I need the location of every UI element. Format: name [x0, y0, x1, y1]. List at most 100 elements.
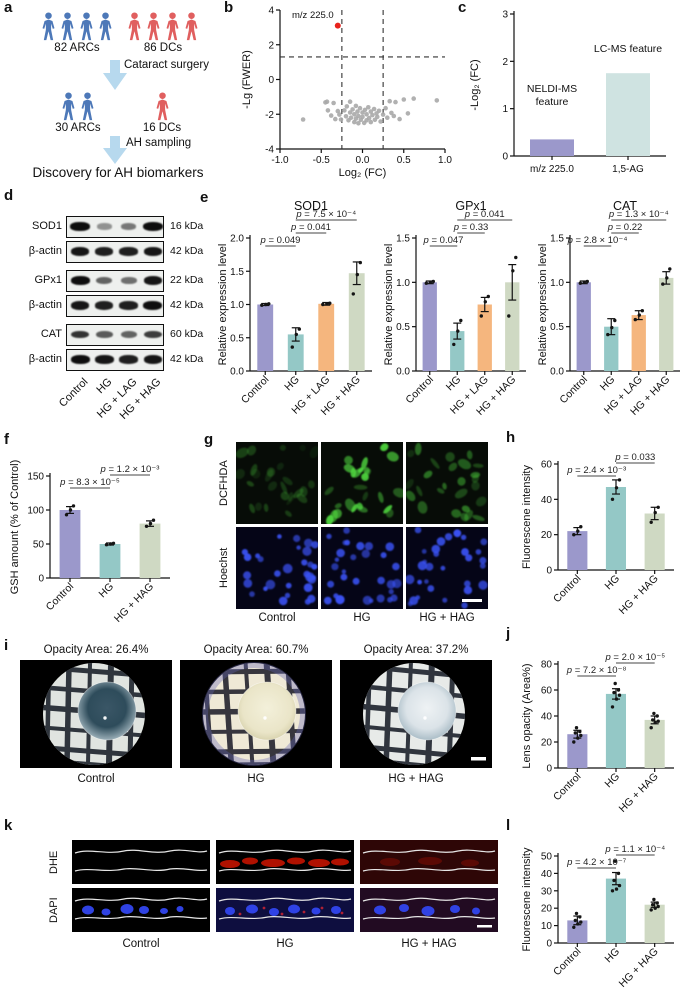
svg-text:p = 0.041: p = 0.041 [464, 209, 505, 220]
dhe-control-image [72, 840, 210, 884]
i-col-control-label: Control [77, 773, 115, 785]
blot-target-label: β-actin [28, 353, 62, 365]
volcano-plot: -4 -2 0 2 4 -1.0 -0.5 0.0 0.5 1.0 m/z 225.0 Log₂ (F… [238, 0, 453, 190]
svg-text:Relative expression level: Relative expression level [383, 244, 395, 366]
panel-f-label: f [4, 431, 9, 448]
svg-text:p = 0.033: p = 0.033 [614, 452, 655, 463]
svg-text:p = 0.047: p = 0.047 [423, 235, 464, 246]
svg-text:Control: Control [551, 771, 583, 803]
svg-text:50: 50 [33, 540, 45, 551]
blot-kda-label: 60 kDa [170, 328, 204, 340]
gpx1-bar-chart: GPx1 0.0 0.5 1.0 1.5 Control HG HG + LAG HG + HA… [380, 198, 530, 438]
svg-text:Log₂ (FC): Log₂ (FC) [339, 167, 387, 179]
gsh-bar-chart: 0 50 100 150 Control HG HG + HAG p = 8.3 × 10⁻⁵… [6, 442, 176, 647]
opacity-title-hg-hag: Opacity Area: 37.2% [363, 644, 469, 656]
dcfhda-row-label: DCFHDA [218, 460, 230, 506]
dcs-person-icons [122, 12, 204, 41]
panel-a-label: a [4, 0, 13, 16]
blot-target-label: SOD1 [32, 220, 62, 232]
svg-text:m/z 225.0: m/z 225.0 [292, 10, 334, 21]
g-col-hg-hag-label: HG + HAG [419, 612, 475, 624]
blot-target-label: β-actin [28, 245, 62, 257]
svg-text:-Log₂ (FC): -Log₂ (FC) [469, 59, 481, 110]
svg-text:GSH amount (% of Control): GSH amount (% of Control) [9, 460, 21, 595]
svg-text:0.5: 0.5 [397, 155, 411, 166]
dapi-row-label: DAPI [48, 897, 60, 923]
blot-kda-label: 42 kDa [170, 245, 204, 257]
svg-text:Control: Control [551, 946, 583, 978]
svg-text:20: 20 [541, 738, 553, 749]
svg-text:0.0: 0.0 [550, 367, 564, 378]
svg-text:0.5: 0.5 [550, 322, 564, 333]
svg-text:HG + HAG: HG + HAG [112, 581, 156, 625]
svg-text:1.0: 1.0 [230, 300, 244, 311]
blot-image [66, 295, 164, 317]
g-col-hg-label: HG [353, 612, 371, 624]
svg-text:NELDI-MS: NELDI-MS [527, 83, 577, 95]
svg-text:1.5: 1.5 [396, 234, 410, 245]
western-blots: SOD1 16 kDa β-actin 42 kDa GPx1 22 kDa β… [0, 216, 212, 431]
ros-bar-chart: 0 20 40 60 Control HG HG + HAG p = 2.4 × 10⁻³ p … [518, 434, 680, 627]
blot-target-label: GPx1 [34, 274, 62, 286]
svg-text:2: 2 [502, 57, 508, 68]
svg-text:-2: -2 [265, 110, 274, 121]
lens-photo-hg-hag [340, 659, 492, 769]
svg-text:Control: Control [551, 573, 583, 605]
sod1-bar-chart: SOD1 0.0 0.5 1.0 1.5 2.0 Control HG HG + LAG HG +… [214, 198, 376, 438]
svg-text:Lens opacity (Area%): Lens opacity (Area%) [521, 663, 533, 768]
blot-row: β-actin 42 kDa [0, 241, 212, 263]
svg-text:Relative expression level: Relative expression level [217, 244, 229, 366]
svg-text:HG: HG [282, 374, 302, 394]
blot-kda-label: 16 kDa [170, 220, 204, 232]
svg-text:2: 2 [268, 40, 274, 51]
feature-fc-chart: 0 1 2 3 m/z 225.0 1,5-AG NELDI-MS feature LC-MS … [466, 4, 678, 187]
panel-h-label: h [506, 429, 516, 446]
svg-text:p = 1.2 × 10⁻³: p = 1.2 × 10⁻³ [100, 464, 160, 475]
svg-text:p = 8.3 × 10⁻⁵: p = 8.3 × 10⁻⁵ [59, 477, 120, 488]
svg-text:-Lg (FWER): -Lg (FWER) [241, 50, 253, 109]
hoechst-hg-hag-image [405, 526, 488, 609]
svg-text:-0.5: -0.5 [313, 155, 331, 166]
svg-text:p = 7.2 × 10⁻⁸: p = 7.2 × 10⁻⁸ [566, 665, 627, 676]
svg-text:40: 40 [541, 495, 553, 506]
svg-text:0: 0 [502, 152, 508, 163]
cat-bar-chart: CAT 0.0 0.5 1.0 1.5 Control HG HG + LAG HG + HAG… [534, 198, 684, 438]
svg-text:HG + HAG: HG + HAG [617, 771, 661, 815]
dhe-row-label: DHE [48, 850, 60, 874]
svg-text:0.0: 0.0 [356, 155, 370, 166]
blot-image [66, 324, 164, 346]
svg-text:p = 4.2 × 10⁻⁷: p = 4.2 × 10⁻⁷ [566, 857, 627, 868]
svg-text:HG: HG [602, 771, 622, 791]
dcfhda-control-image [234, 442, 320, 524]
panel-l-label: l [506, 817, 511, 834]
svg-text:Control: Control [403, 374, 435, 406]
dcfhda-hg-hag-image [405, 442, 488, 524]
svg-text:0.5: 0.5 [230, 333, 244, 344]
svg-text:80: 80 [541, 660, 553, 671]
svg-text:10: 10 [541, 921, 553, 932]
blot-row: β-actin 42 kDa [0, 295, 212, 317]
svg-text:60: 60 [541, 460, 553, 471]
discovery-caption: Discovery for AH biomarkers [32, 165, 204, 180]
svg-text:feature: feature [536, 96, 569, 108]
dcs-count-label: 86 DCs [143, 42, 183, 54]
hoechst-row-label: Hoechst [218, 547, 230, 589]
i-col-hg-label: HG [247, 773, 265, 785]
ah-sampling-label: AH sampling [126, 137, 192, 149]
dcs-sample-label: 16 DCs [142, 122, 182, 134]
svg-text:Control: Control [44, 581, 76, 613]
svg-text:p = 0.049: p = 0.049 [260, 235, 301, 246]
g-col-control-label: Control [258, 612, 296, 624]
blot-kda-label: 42 kDa [170, 353, 204, 365]
dapi-control-image [72, 888, 210, 932]
blot-image [66, 270, 164, 292]
panel-g-label: g [204, 431, 214, 448]
arcs-person-icons [36, 12, 118, 41]
svg-text:20: 20 [541, 904, 553, 915]
panel-c-label: c [458, 0, 467, 16]
svg-text:m/z 225.0: m/z 225.0 [530, 164, 574, 175]
blot-row: β-actin 42 kDa [0, 349, 212, 371]
svg-text:40: 40 [541, 712, 553, 723]
svg-text:HG: HG [602, 573, 622, 593]
